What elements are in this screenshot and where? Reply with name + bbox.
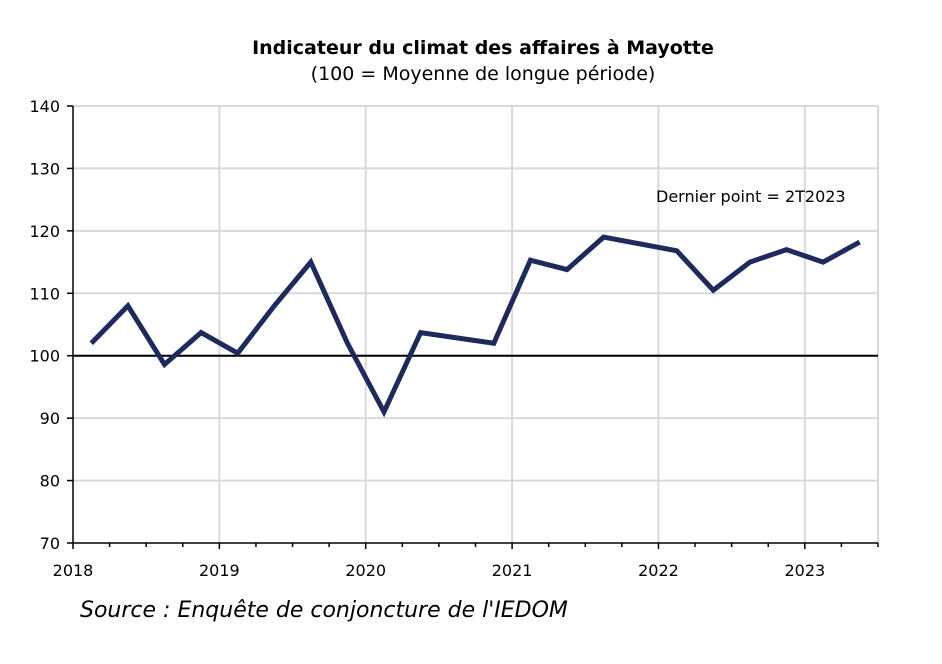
x-axis-ticks: 2018 2019 2020 2021 2022 2023 xyxy=(53,543,879,580)
source-note: Source : Enquête de conjoncture de l'IED… xyxy=(80,598,568,623)
y-tick-label: 130 xyxy=(29,159,60,178)
y-tick-label: 90 xyxy=(40,409,60,428)
y-tick-label: 70 xyxy=(40,534,60,553)
chart-subtitle: (100 = Moyenne de longue période) xyxy=(310,63,656,85)
y-tick-label: 140 xyxy=(29,97,60,116)
grid xyxy=(73,105,879,543)
y-tick-label: 80 xyxy=(40,472,60,491)
x-tick-label: 2022 xyxy=(638,561,679,580)
x-tick-label: 2019 xyxy=(199,561,240,580)
x-tick-label: 2018 xyxy=(53,561,94,580)
series-group xyxy=(89,234,861,418)
chart-title: Indicateur du climat des affaires à Mayo… xyxy=(252,37,714,59)
y-tick-label: 120 xyxy=(29,222,60,241)
x-tick-label: 2023 xyxy=(784,561,825,580)
axes xyxy=(72,106,878,544)
series-line xyxy=(89,234,861,418)
y-axis-ticks: 70 80 90 100 110 120 130 140 xyxy=(29,97,73,553)
y-tick-label: 110 xyxy=(29,284,60,303)
x-tick-label: 2021 xyxy=(492,561,533,580)
last-point-annotation: Dernier point = 2T2023 xyxy=(656,187,846,206)
y-tick-label: 100 xyxy=(29,347,60,366)
x-tick-label: 2020 xyxy=(345,561,386,580)
